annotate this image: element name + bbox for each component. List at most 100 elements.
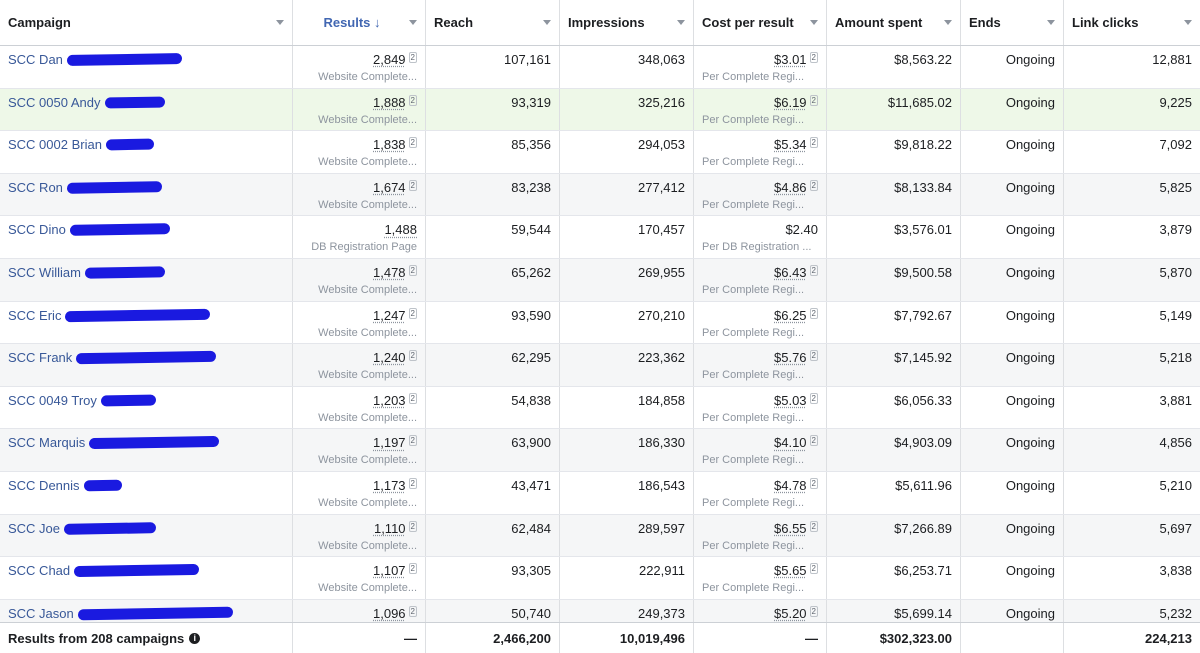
results-value[interactable]: 1,110 xyxy=(373,520,406,536)
attribution-icon[interactable]: 2 xyxy=(408,392,417,404)
column-header-amount-spent[interactable]: Amount spent xyxy=(827,0,961,45)
campaign-name-link[interactable]: SCC Marquis xyxy=(8,435,86,451)
attribution-icon[interactable]: 2 xyxy=(809,435,818,447)
attribution-icon[interactable]: 2 xyxy=(809,94,818,106)
column-header-ends[interactable]: Ends xyxy=(961,0,1064,45)
attribution-icon[interactable]: 2 xyxy=(809,392,818,404)
campaign-name-link[interactable]: SCC Dan xyxy=(8,52,63,67)
table-row[interactable]: SCC Marquis 1,197 2 Website Complete... 63,9… xyxy=(0,429,1200,472)
table-row[interactable]: SCC Dino 1,488 DB Registration Page 59,544 1… xyxy=(0,216,1200,259)
campaign-name-link[interactable]: SCC Frank xyxy=(8,350,73,366)
results-value[interactable]: 1,247 xyxy=(373,307,406,323)
attribution-icon[interactable]: 2 xyxy=(809,605,818,617)
attribution-icon[interactable]: 2 xyxy=(408,94,417,106)
cost-value[interactable]: $6.55 xyxy=(774,520,807,536)
results-value[interactable]: 1,240 xyxy=(373,350,406,366)
campaign-name-link[interactable]: SCC William xyxy=(8,265,81,280)
cost-value[interactable]: $5.76 xyxy=(774,350,807,366)
chevron-down-icon[interactable] xyxy=(543,20,551,25)
column-header-impressions[interactable]: Impressions xyxy=(560,0,694,45)
cost-value[interactable]: $4.86 xyxy=(774,179,807,195)
results-value[interactable]: 1,674 xyxy=(373,179,406,195)
attribution-icon[interactable]: 2 xyxy=(408,435,417,447)
results-value[interactable]: 1,173 xyxy=(373,478,406,493)
chevron-down-icon[interactable] xyxy=(409,20,417,25)
results-value[interactable]: 1,096 xyxy=(373,605,406,621)
info-icon[interactable]: i xyxy=(189,632,201,644)
campaign-name-link[interactable]: SCC Ron xyxy=(8,179,63,195)
campaign-name-link[interactable]: SCC Dennis xyxy=(8,478,80,493)
attribution-icon[interactable]: 2 xyxy=(408,307,417,319)
results-value[interactable]: 1,478 xyxy=(373,265,406,280)
campaign-name-link[interactable]: SCC Chad xyxy=(8,563,71,579)
cost-value[interactable]: $6.43 xyxy=(774,265,807,280)
attribution-icon[interactable]: 2 xyxy=(408,179,417,191)
column-header-campaign[interactable]: Campaign xyxy=(0,0,293,45)
results-value[interactable]: 1,203 xyxy=(373,392,406,408)
ends-value: Ongoing xyxy=(1005,222,1055,238)
table-row[interactable]: SCC Eric 1,247 2 Website Complete... 93,590 2… xyxy=(0,301,1200,345)
results-value[interactable]: 1,838 xyxy=(373,137,406,153)
campaign-name-link[interactable]: SCC Joe xyxy=(8,520,61,536)
table-row[interactable]: SCC Chad 1,107 2 Website Complete... 93,305 2… xyxy=(0,557,1200,600)
attribution-icon[interactable]: 2 xyxy=(408,563,417,575)
cost-value[interactable]: $4.10 xyxy=(774,435,807,451)
chevron-down-icon[interactable] xyxy=(1184,20,1192,25)
attribution-icon[interactable]: 2 xyxy=(809,265,818,276)
redaction-mark xyxy=(66,52,183,67)
campaign-name-link[interactable]: SCC 0050 Andy xyxy=(8,94,101,110)
table-row[interactable]: SCC Frank 1,240 2 Website Complete... 62,295… xyxy=(0,344,1200,387)
reach-cell: 93,305 xyxy=(426,557,560,599)
cost-value[interactable]: $5.34 xyxy=(774,137,807,153)
campaign-name-link[interactable]: SCC 0002 Brian xyxy=(8,137,102,153)
campaign-name-link[interactable]: SCC Jason xyxy=(8,605,74,621)
results-value[interactable]: 1,488 xyxy=(384,222,417,238)
chevron-down-icon[interactable] xyxy=(944,20,952,25)
cost-value[interactable]: $3.01 xyxy=(774,52,807,67)
column-header-cost-per-result[interactable]: Cost per result xyxy=(694,0,827,45)
campaign-name-link[interactable]: SCC 0049 Troy xyxy=(8,392,97,408)
table-row[interactable]: SCC 0049 Troy 1,203 2 Website Complete... 54… xyxy=(0,386,1200,430)
attribution-icon[interactable]: 2 xyxy=(408,350,417,362)
attribution-icon[interactable]: 2 xyxy=(408,478,417,489)
attribution-icon[interactable]: 2 xyxy=(809,563,818,575)
attribution-icon[interactable]: 2 xyxy=(809,520,818,532)
table-row[interactable]: SCC Dan 2,849 2 Website Complete... 107,161 3… xyxy=(0,46,1200,89)
column-header-link-clicks[interactable]: Link clicks xyxy=(1064,0,1200,45)
cost-value[interactable]: $5.03 xyxy=(774,392,807,408)
results-value[interactable]: 1,888 xyxy=(373,94,406,110)
table-row[interactable]: SCC Dennis 1,173 2 Website Complete... 43,47… xyxy=(0,472,1200,515)
cost-value[interactable]: $5.65 xyxy=(774,563,807,579)
attribution-icon[interactable]: 2 xyxy=(408,265,417,276)
chevron-down-icon[interactable] xyxy=(1047,20,1055,25)
results-value[interactable]: 2,849 xyxy=(373,52,406,67)
table-row[interactable]: SCC 0002 Brian 1,838 2 Website Complete... 8… xyxy=(0,131,1200,174)
column-header-results[interactable]: Results ↓ xyxy=(293,0,426,45)
chevron-down-icon[interactable] xyxy=(677,20,685,25)
attribution-icon[interactable]: 2 xyxy=(809,307,818,319)
attribution-icon[interactable]: 2 xyxy=(809,52,818,63)
attribution-icon[interactable]: 2 xyxy=(809,350,818,362)
cost-value[interactable]: $4.78 xyxy=(774,478,807,493)
table-row[interactable]: SCC Joe 1,110 2 Website Complete... 62,484 28… xyxy=(0,514,1200,558)
attribution-icon[interactable]: 2 xyxy=(809,179,818,191)
chevron-down-icon[interactable] xyxy=(276,20,284,25)
table-row[interactable]: SCC William 1,478 2 Website Complete... 65,2… xyxy=(0,259,1200,302)
attribution-icon[interactable]: 2 xyxy=(809,478,818,489)
cost-value[interactable]: $6.19 xyxy=(774,94,807,110)
cost-value[interactable]: $5.20 xyxy=(774,605,807,621)
campaign-name-link[interactable]: SCC Dino xyxy=(8,222,66,238)
column-header-reach[interactable]: Reach xyxy=(426,0,560,45)
table-row[interactable]: SCC 0050 Andy 1,888 2 Website Complete... 93… xyxy=(0,88,1200,132)
attribution-icon[interactable]: 2 xyxy=(408,137,417,149)
attribution-icon[interactable]: 2 xyxy=(809,137,818,149)
results-value[interactable]: 1,197 xyxy=(373,435,406,451)
campaign-name-link[interactable]: SCC Eric xyxy=(8,307,62,323)
attribution-icon[interactable]: 2 xyxy=(408,520,417,532)
attribution-icon[interactable]: 2 xyxy=(408,605,417,617)
results-value[interactable]: 1,107 xyxy=(373,563,406,579)
cost-value[interactable]: $6.25 xyxy=(774,307,807,323)
attribution-icon[interactable]: 2 xyxy=(408,52,417,63)
chevron-down-icon[interactable] xyxy=(810,20,818,25)
table-row[interactable]: SCC Ron 1,674 2 Website Complete... 83,238 27… xyxy=(0,173,1200,217)
